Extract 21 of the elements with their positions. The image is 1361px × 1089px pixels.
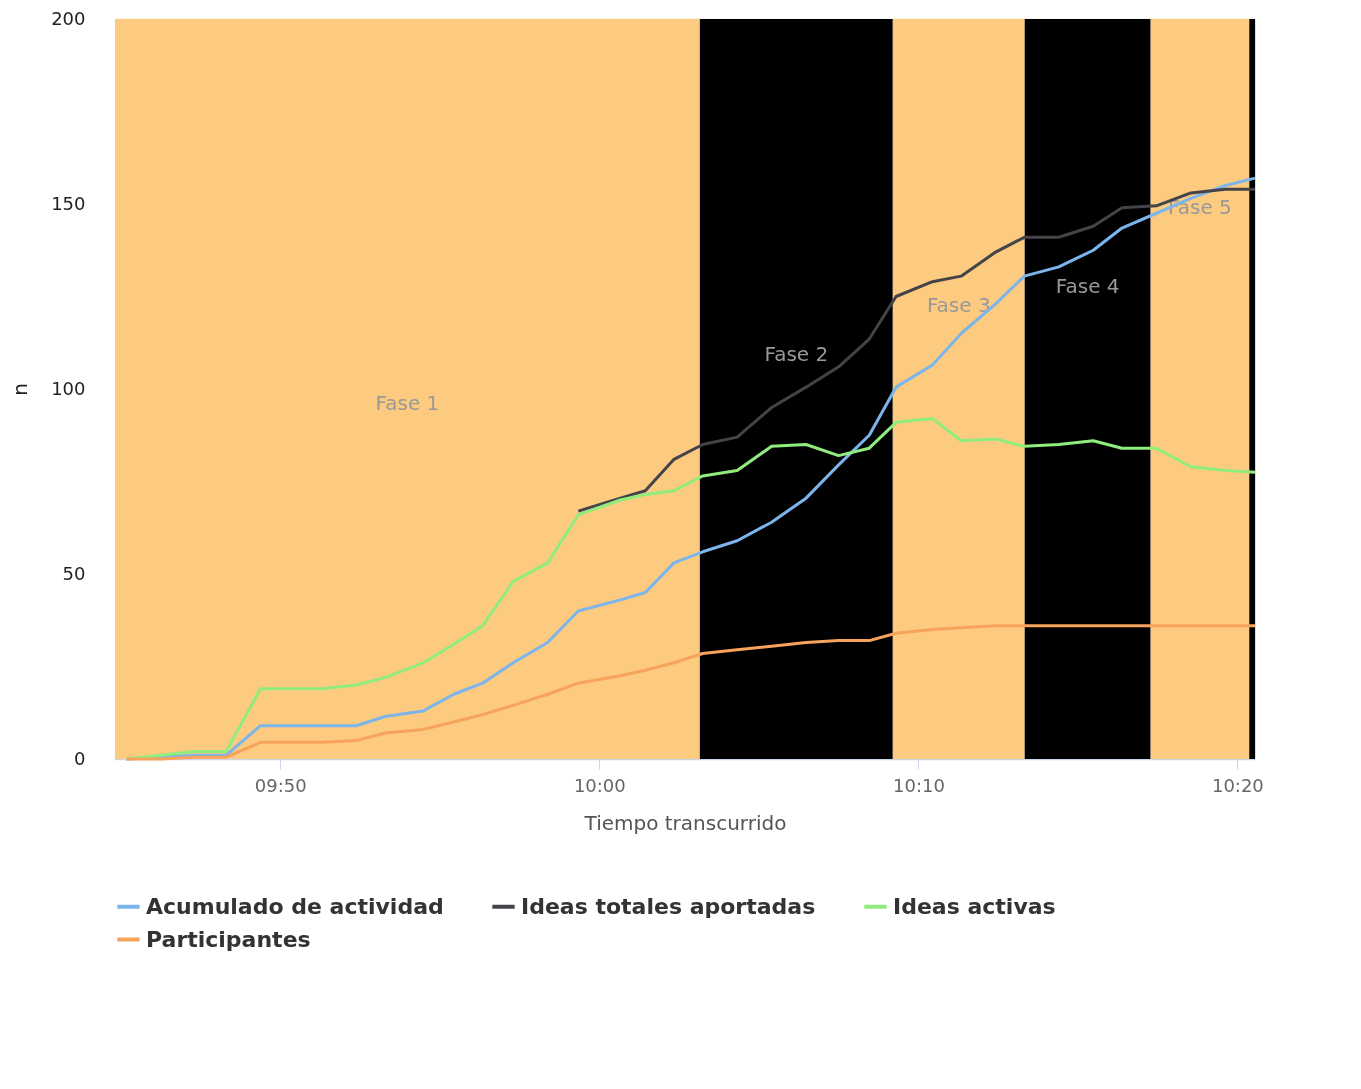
line-series <box>124 417 1257 761</box>
x-tick-label: 09:50 <box>254 774 307 796</box>
legend-label: Acumulado de actividad <box>146 893 444 919</box>
legend-label: Ideas totales aportadas <box>521 893 816 919</box>
x-tick-label: 10:20 <box>1211 774 1264 796</box>
y-tick-label: 50 <box>62 562 86 584</box>
x-tick-label: 10:10 <box>893 774 945 796</box>
band-label: Fase 1 <box>375 390 440 415</box>
legend-label: Participantes <box>146 926 311 952</box>
y-axis-title: n <box>8 383 33 396</box>
line-series <box>124 624 1257 761</box>
y-tick-label: 100 <box>51 377 86 399</box>
y-tick-label: 150 <box>51 192 86 214</box>
band-label: Fase 4 <box>1055 274 1120 299</box>
line-series <box>576 187 1257 513</box>
x-axis-title: Tiempo transcurrido <box>583 810 787 835</box>
band-label: Fase 2 <box>764 341 829 366</box>
y-tick-label: 200 <box>51 7 86 29</box>
legend-label: Ideas activas <box>893 893 1056 919</box>
y-tick-label: 0 <box>74 747 86 769</box>
x-tick-label: 10:00 <box>573 774 626 796</box>
